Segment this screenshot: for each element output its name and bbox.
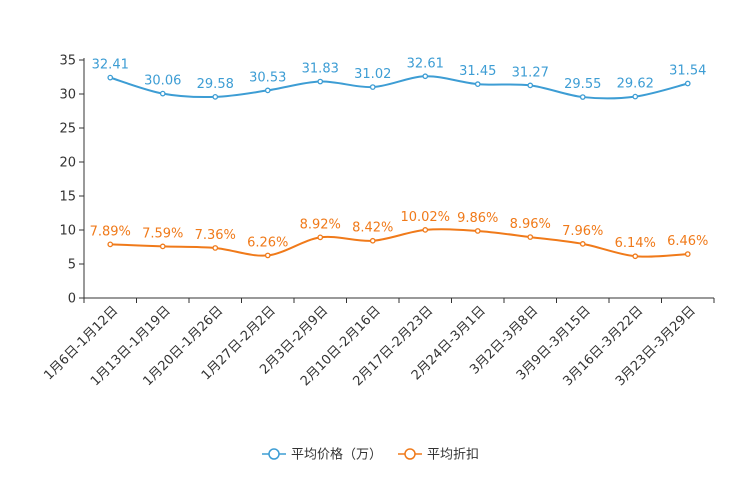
data-label: 6.14% (615, 236, 656, 251)
series-1: 7.89% 7.59% 7.36% 6.26% 8.92% 8.42% 10.02% 9.86… (90, 210, 708, 260)
data-point (422, 227, 429, 233)
data-point (159, 90, 166, 97)
legend-label: 平均折扣 (427, 448, 479, 463)
data-point (317, 234, 324, 241)
data-label: 30.06 (144, 74, 181, 89)
data-label: 31.45 (459, 64, 496, 79)
data-label: 29.58 (197, 77, 234, 92)
data-point (264, 87, 271, 94)
series-0: 32.41 30.06 29.58 30.53 31.83 31.02 32.61 31.45… (92, 56, 706, 100)
data-label: 8.96% (510, 217, 551, 232)
legend-item-0: 平均价格（万） (262, 447, 382, 463)
data-point (527, 234, 534, 240)
data-point (579, 94, 586, 100)
data-label: 7.89% (90, 224, 131, 239)
y-tick-label: 5 (68, 258, 76, 273)
data-point (159, 243, 166, 250)
y-tick-label: 0 (68, 292, 76, 307)
data-label: 7.36% (195, 228, 236, 243)
legend-marker (404, 448, 416, 460)
data-label: 29.62 (617, 77, 654, 92)
legend-marker (268, 448, 280, 460)
data-label: 6.46% (667, 234, 708, 249)
data-point (107, 74, 114, 81)
data-point (474, 228, 481, 234)
data-label: 7.59% (142, 226, 183, 241)
y-tick-label: 30 (59, 88, 76, 103)
data-label: 6.26% (247, 235, 288, 250)
data-label: 9.86% (457, 211, 498, 226)
data-point (632, 253, 639, 260)
data-label: 31.54 (669, 64, 706, 79)
data-label: 31.27 (512, 65, 549, 80)
data-label: 31.83 (302, 62, 339, 77)
data-point (422, 73, 429, 80)
y-tick-label: 25 (59, 122, 76, 137)
series-line (109, 75, 688, 100)
data-label: 32.41 (92, 58, 129, 73)
data-point (369, 237, 376, 244)
legend: 平均价格（万） 平均折扣 (262, 447, 479, 463)
data-point (212, 94, 219, 100)
data-label: 32.61 (407, 56, 444, 71)
data-label: 31.02 (354, 67, 391, 82)
data-point (684, 251, 691, 257)
y-tick-label: 35 (59, 54, 76, 69)
data-point (527, 82, 534, 89)
data-label: 7.96% (562, 224, 603, 239)
series-line (110, 228, 688, 258)
data-point (684, 80, 691, 87)
y-tick-label: 20 (59, 156, 76, 171)
data-label: 29.55 (564, 77, 601, 92)
data-point (579, 241, 586, 247)
data-point (632, 93, 639, 100)
data-point (317, 78, 324, 85)
data-point (369, 84, 376, 90)
data-point (474, 81, 481, 87)
data-point (107, 241, 114, 248)
data-point (264, 252, 271, 259)
data-label: 30.53 (249, 70, 286, 85)
data-label: 8.92% (300, 217, 341, 232)
data-label: 10.02% (400, 210, 450, 225)
y-tick-label: 15 (59, 190, 76, 205)
legend-label: 平均价格（万） (291, 447, 382, 463)
data-label: 8.42% (352, 221, 393, 236)
data-point (212, 245, 219, 251)
y-tick-label: 10 (59, 224, 76, 239)
series-layer: 32.41 30.06 29.58 30.53 31.83 31.02 32.61 31.45… (90, 56, 708, 260)
legend-item-1: 平均折扣 (398, 448, 479, 463)
